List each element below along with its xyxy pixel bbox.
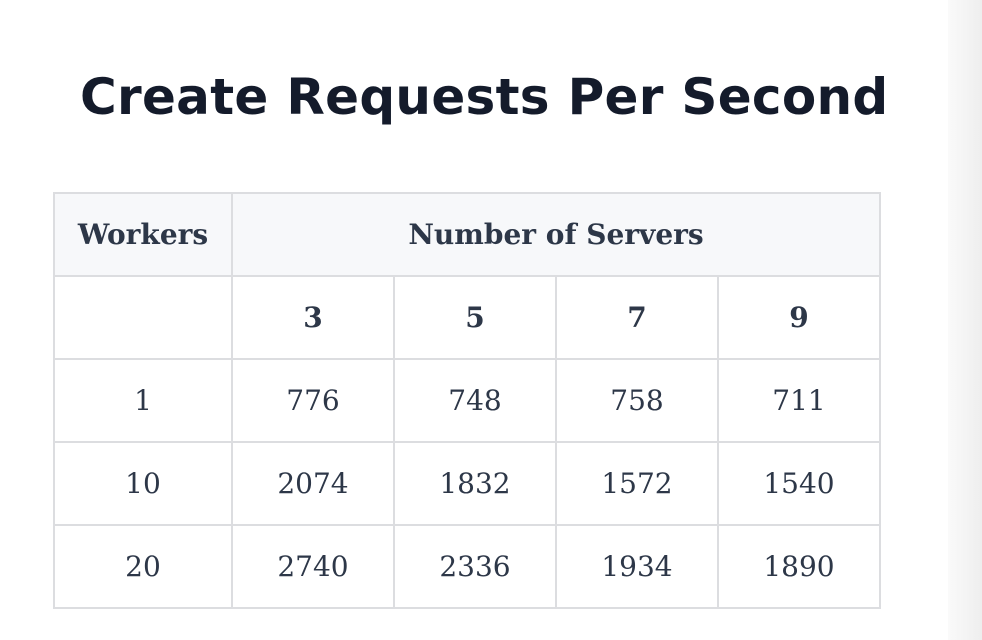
table-row: 10 2074 1832 1572 1540	[53, 441, 881, 526]
value-cell: 758	[555, 358, 719, 443]
value-cell: 2740	[231, 524, 395, 609]
value-cell: 1890	[717, 524, 881, 609]
empty-cell	[53, 275, 233, 360]
column-header: Number of Servers	[231, 192, 881, 277]
column-header: Workers	[53, 192, 233, 277]
workers-cell: 20	[53, 524, 233, 609]
value-cell: 2074	[231, 441, 395, 526]
value-cell: 776	[231, 358, 395, 443]
server-count: 3	[231, 275, 395, 360]
server-count: 9	[717, 275, 881, 360]
header-row: Workers Number of Servers	[53, 192, 881, 277]
value-cell: 711	[717, 358, 881, 443]
table-row: 20 2740 2336 1934 1890	[53, 524, 881, 609]
page-title: Create Requests Per Second	[80, 68, 889, 126]
server-count: 7	[555, 275, 719, 360]
value-cell: 1832	[393, 441, 557, 526]
value-cell: 2336	[393, 524, 557, 609]
value-cell: 1540	[717, 441, 881, 526]
server-count: 5	[393, 275, 557, 360]
scrollbar	[948, 0, 982, 640]
value-cell: 748	[393, 358, 557, 443]
value-cell: 1572	[555, 441, 719, 526]
value-cell: 1934	[555, 524, 719, 609]
workers-cell: 10	[53, 441, 233, 526]
table-row: 1 776 748 758 711	[53, 358, 881, 443]
workers-cell: 1	[53, 358, 233, 443]
